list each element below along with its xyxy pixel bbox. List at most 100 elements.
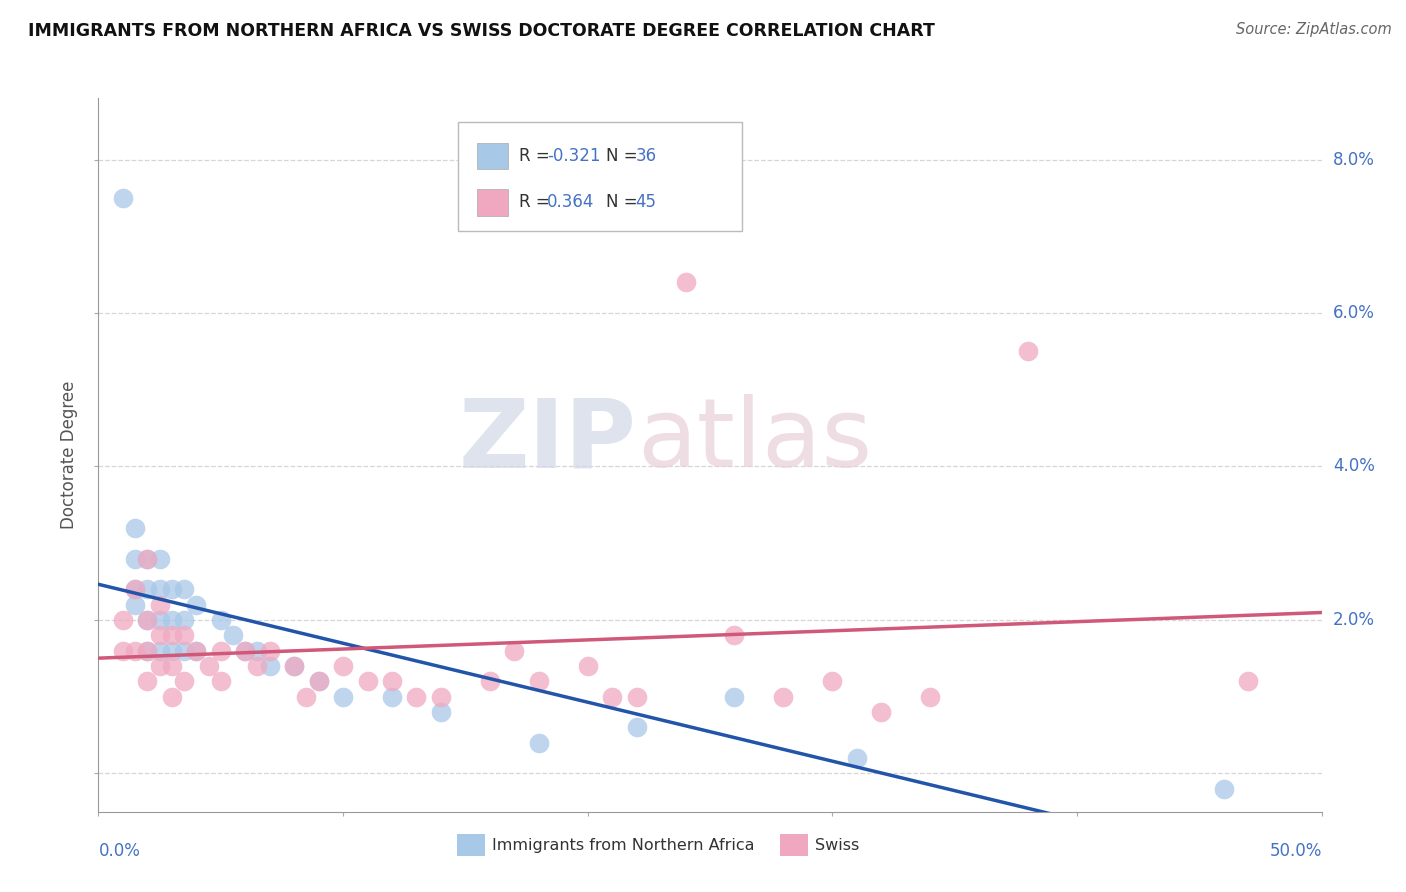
Text: 0.364: 0.364 — [547, 194, 595, 211]
Point — [845, 751, 868, 765]
Point — [136, 674, 159, 689]
Point — [527, 736, 550, 750]
Point — [160, 582, 183, 597]
Point — [173, 628, 195, 642]
Point — [405, 690, 427, 704]
Point — [233, 643, 256, 657]
Point — [478, 674, 501, 689]
Point — [246, 659, 269, 673]
Point — [173, 582, 195, 597]
Point — [356, 674, 378, 689]
Text: -0.321: -0.321 — [547, 147, 600, 165]
Point — [675, 275, 697, 289]
Point — [136, 582, 159, 597]
Point — [259, 659, 281, 673]
Point — [222, 628, 245, 642]
Point — [124, 598, 146, 612]
Point — [160, 613, 183, 627]
Point — [308, 674, 330, 689]
Point — [149, 628, 172, 642]
Point — [626, 690, 648, 704]
Point — [259, 643, 281, 657]
Point — [149, 659, 172, 673]
Point — [124, 582, 146, 597]
Point — [124, 582, 146, 597]
Point — [576, 659, 599, 673]
Point — [173, 674, 195, 689]
Point — [1017, 344, 1039, 359]
Point — [149, 551, 172, 566]
Point — [136, 613, 159, 627]
Point — [209, 674, 232, 689]
Point — [124, 551, 146, 566]
Text: atlas: atlas — [637, 394, 872, 487]
Point — [186, 598, 208, 612]
Point — [626, 720, 648, 734]
Y-axis label: Doctorate Degree: Doctorate Degree — [60, 381, 79, 529]
Point — [723, 690, 745, 704]
Point — [430, 690, 453, 704]
Text: 2.0%: 2.0% — [1333, 611, 1375, 629]
Text: 6.0%: 6.0% — [1333, 304, 1375, 322]
Point — [136, 643, 159, 657]
Text: 0.0%: 0.0% — [98, 842, 141, 860]
Point — [160, 628, 183, 642]
Point — [503, 643, 526, 657]
Point — [160, 690, 183, 704]
Point — [124, 521, 146, 535]
Point — [111, 191, 134, 205]
Point — [527, 674, 550, 689]
Point — [332, 659, 354, 673]
Point — [149, 598, 172, 612]
Point — [160, 659, 183, 673]
Text: R =: R = — [519, 194, 555, 211]
Point — [149, 643, 172, 657]
Point — [246, 643, 269, 657]
Point — [295, 690, 318, 704]
Point — [173, 613, 195, 627]
Point — [283, 659, 305, 673]
Point — [136, 551, 159, 566]
Point — [136, 551, 159, 566]
Text: Immigrants from Northern Africa: Immigrants from Northern Africa — [492, 838, 755, 853]
Point — [197, 659, 219, 673]
Text: 8.0%: 8.0% — [1333, 151, 1375, 169]
Point — [111, 613, 134, 627]
Point — [124, 643, 146, 657]
Text: R =: R = — [519, 147, 555, 165]
Point — [381, 690, 404, 704]
Point — [600, 690, 623, 704]
Point — [186, 643, 208, 657]
Text: N =: N = — [606, 147, 643, 165]
Point — [233, 643, 256, 657]
Point — [186, 643, 208, 657]
Text: N =: N = — [606, 194, 643, 211]
Point — [772, 690, 794, 704]
Point — [1237, 674, 1260, 689]
Text: Swiss: Swiss — [815, 838, 859, 853]
Point — [1212, 781, 1234, 796]
Text: ZIP: ZIP — [458, 394, 637, 487]
Point — [723, 628, 745, 642]
Point — [160, 643, 183, 657]
Text: 45: 45 — [636, 194, 657, 211]
Point — [920, 690, 942, 704]
Point — [136, 643, 159, 657]
Point — [149, 582, 172, 597]
Text: IMMIGRANTS FROM NORTHERN AFRICA VS SWISS DOCTORATE DEGREE CORRELATION CHART: IMMIGRANTS FROM NORTHERN AFRICA VS SWISS… — [28, 22, 935, 40]
Text: 36: 36 — [636, 147, 657, 165]
Point — [283, 659, 305, 673]
Point — [111, 643, 134, 657]
Point — [209, 643, 232, 657]
Point — [821, 674, 844, 689]
Point — [870, 705, 893, 719]
Text: Source: ZipAtlas.com: Source: ZipAtlas.com — [1236, 22, 1392, 37]
Point — [381, 674, 404, 689]
Point — [149, 613, 172, 627]
Point — [173, 643, 195, 657]
Point — [332, 690, 354, 704]
Text: 50.0%: 50.0% — [1270, 842, 1322, 860]
Text: 4.0%: 4.0% — [1333, 458, 1375, 475]
Point — [430, 705, 453, 719]
Point — [209, 613, 232, 627]
